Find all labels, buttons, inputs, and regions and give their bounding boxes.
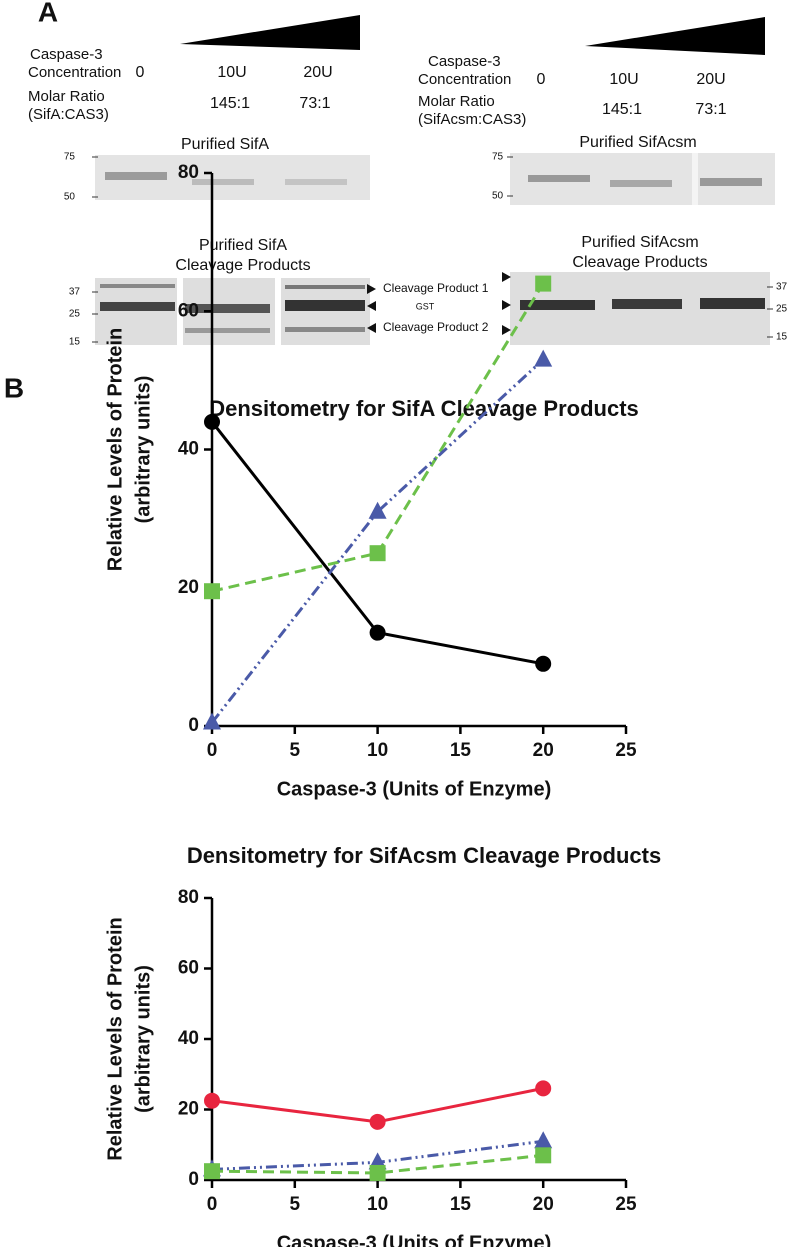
label: 50 <box>64 192 76 203</box>
label: 73:1 <box>299 95 330 112</box>
label: 20U <box>303 64 332 81</box>
label: 0 <box>136 64 145 81</box>
x-tick-label: 0 <box>207 1194 218 1215</box>
label: 20U <box>696 71 725 88</box>
label: Cleavage Products <box>175 257 310 274</box>
label: 37 <box>776 282 788 293</box>
marker <box>369 545 386 562</box>
marker <box>369 624 386 641</box>
y-tick-label: 40 <box>178 1028 199 1049</box>
y-tick-label: 40 <box>178 439 199 460</box>
label: Purified SifA <box>181 136 269 153</box>
label: Cleavage Product 1 <box>383 281 489 295</box>
marker <box>203 712 221 730</box>
label: 145:1 <box>602 101 642 118</box>
label: 75 <box>492 152 504 163</box>
y-tick-label: 60 <box>178 300 199 321</box>
x-tick-label: 15 <box>450 1194 472 1215</box>
label: Molar Ratio <box>28 88 105 105</box>
label: 75 <box>64 152 76 163</box>
label: 37 <box>69 287 81 298</box>
gel <box>92 278 376 345</box>
y-tick-label: 0 <box>188 715 199 736</box>
marker <box>534 1131 553 1149</box>
label: (SifA:CAS3) <box>28 106 109 123</box>
label: 10U <box>609 71 638 88</box>
label: GST <box>416 301 435 311</box>
wedge <box>585 17 765 55</box>
series-line <box>211 1153 544 1175</box>
wedge <box>180 15 360 50</box>
marker <box>535 1147 552 1164</box>
y-axis-label: (arbitrary units) <box>132 376 154 524</box>
x-tick-label: 10 <box>367 740 388 761</box>
x-tick-label: 25 <box>615 1194 637 1215</box>
label: Concentration <box>418 71 511 88</box>
y-tick-label: 60 <box>178 958 199 979</box>
label: 145:1 <box>210 95 250 112</box>
x-tick-label: 20 <box>533 740 554 761</box>
x-tick-label: 20 <box>533 1194 554 1215</box>
x-tick-label: 15 <box>450 740 472 761</box>
gel <box>92 155 370 200</box>
marker <box>369 1164 386 1181</box>
x-tick-label: 0 <box>207 740 218 761</box>
x-axis-label: Caspase-3 (Units of Enzyme) <box>277 778 552 800</box>
gel <box>507 153 775 205</box>
x-axis-label: Caspase-3 (Units of Enzyme) <box>277 1232 552 1247</box>
label: 25 <box>69 309 81 320</box>
y-axis-label: Relative Levels of Protein <box>104 328 126 571</box>
y-tick-label: 80 <box>178 887 199 908</box>
marker <box>535 655 552 672</box>
marker <box>204 583 220 600</box>
chart-title: Densitometry for SifA Cleavage Products <box>209 396 639 421</box>
label: 15 <box>776 332 788 343</box>
label: 10U <box>217 64 246 81</box>
y-tick-label: 20 <box>178 577 199 598</box>
marker <box>204 1163 220 1180</box>
label: (SifAcsm:CAS3) <box>418 111 526 128</box>
label: Purified SifA <box>199 237 287 254</box>
label: Cleavage Products <box>572 254 707 271</box>
y-axis-label: Relative Levels of Protein <box>104 917 126 1160</box>
marker <box>368 501 387 519</box>
label: Caspase-3 <box>428 53 501 70</box>
label: 15 <box>69 337 81 348</box>
label: 25 <box>776 304 788 315</box>
gel <box>502 272 773 345</box>
x-tick-label: 5 <box>290 1194 301 1215</box>
marker <box>369 1113 386 1130</box>
label: Purified SifAcsm <box>581 234 698 251</box>
label: 73:1 <box>695 101 726 118</box>
marker <box>534 349 553 367</box>
label: 50 <box>492 191 504 202</box>
label: Purified SifAcsm <box>579 134 696 151</box>
marker <box>204 1092 220 1109</box>
panel-label: A <box>38 0 58 27</box>
label: Caspase-3 <box>30 46 103 63</box>
y-axis-label: (arbitrary units) <box>132 965 154 1113</box>
series-line <box>210 358 545 724</box>
series-line <box>211 282 545 593</box>
x-tick-label: 10 <box>367 1194 388 1215</box>
x-tick-label: 25 <box>615 740 637 761</box>
marker <box>204 413 220 430</box>
marker <box>535 1080 552 1097</box>
panel-label: B <box>4 372 24 403</box>
marker <box>535 275 552 292</box>
label: Cleavage Product 2 <box>383 320 489 334</box>
chart-title: Densitometry for SifAcsm Cleavage Produc… <box>187 843 661 868</box>
label: Concentration <box>28 64 121 81</box>
label: 0 <box>537 71 546 88</box>
y-tick-label: 0 <box>188 1169 199 1190</box>
label: Molar Ratio <box>418 93 495 110</box>
y-tick-label: 80 <box>178 162 199 183</box>
x-tick-label: 5 <box>290 740 301 761</box>
y-tick-label: 20 <box>178 1099 199 1120</box>
